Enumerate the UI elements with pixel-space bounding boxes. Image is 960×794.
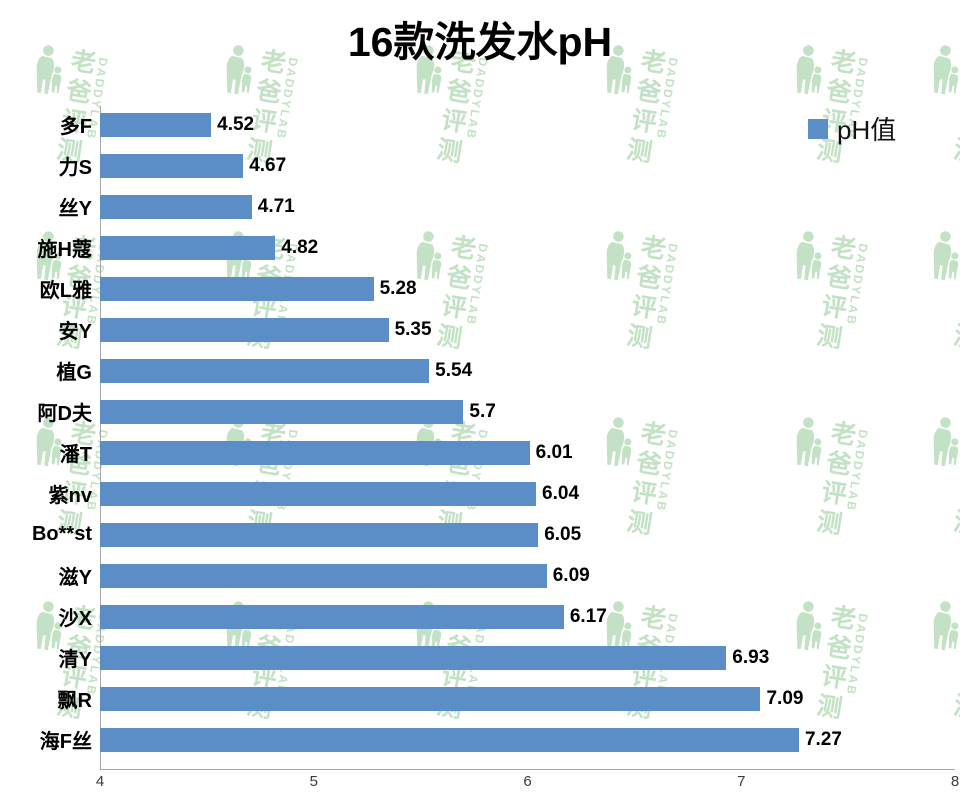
- bar-row: 丝Y 4.71: [0, 186, 955, 227]
- value-label: 4.71: [257, 195, 295, 217]
- bar-row: 阿D夫 5.7: [0, 391, 955, 432]
- category-label: 潘T: [59, 444, 92, 466]
- value-label: 5.7: [469, 400, 496, 422]
- bar-row: 施H蔻 4.82: [0, 227, 955, 268]
- category-label: 力S: [58, 157, 92, 179]
- bar-row: 清Y 6.93: [0, 637, 955, 678]
- legend-label: pH值: [837, 115, 897, 145]
- bar: [100, 317, 389, 342]
- x-tick-label: 7: [737, 773, 746, 790]
- value-label: 4.67: [249, 154, 287, 176]
- category-label: 安Y: [58, 321, 92, 343]
- x-tick-label: 5: [309, 773, 318, 790]
- bar-track: 5.28: [100, 268, 955, 309]
- value-label: 5.35: [394, 318, 432, 340]
- category-label: 植G: [56, 362, 92, 384]
- bar-track: 4.82: [100, 227, 955, 268]
- legend: pH值: [808, 110, 896, 147]
- bar: [100, 440, 530, 465]
- bar-row: 多F 4.52: [0, 104, 955, 145]
- bar: [100, 686, 761, 711]
- category-label: 飘R: [57, 690, 92, 712]
- bar: [100, 112, 212, 137]
- bar-track: 6.01: [100, 432, 955, 473]
- bar-track: 6.09: [100, 555, 955, 596]
- value-label: 6.05: [544, 523, 582, 545]
- value-label: 6.17: [569, 605, 607, 627]
- bar: [100, 481, 537, 506]
- category-label: 海F丝: [39, 731, 92, 753]
- bar-track: 4.67: [100, 145, 955, 186]
- x-axis-line: [100, 769, 955, 770]
- bar-row: 海F丝 7.27: [0, 719, 955, 760]
- bar: [100, 645, 727, 670]
- category-label: 紫nv: [48, 485, 92, 507]
- bar-track: 5.54: [100, 350, 955, 391]
- bar: [100, 604, 564, 629]
- y-axis-line: [100, 106, 101, 769]
- value-label: 6.09: [552, 564, 590, 586]
- bar: [100, 194, 252, 219]
- category-label: 清Y: [58, 649, 92, 671]
- x-axis-ticks: 4 5 6 7 8: [96, 773, 959, 793]
- bar-row: 潘T 6.01: [0, 432, 955, 473]
- bar: [100, 522, 539, 547]
- x-tick-label: 8: [950, 773, 960, 790]
- category-label: 欧L雅: [39, 280, 92, 302]
- bar-track: 5.35: [100, 309, 955, 350]
- bar-track: 5.7: [100, 391, 955, 432]
- bar-row: 飘R 7.09: [0, 678, 955, 719]
- bar-row: 沙X 6.17: [0, 596, 955, 637]
- bar-row: 滋Y 6.09: [0, 555, 955, 596]
- category-label: 多F: [59, 116, 92, 138]
- bar-row: 安Y 5.35: [0, 309, 955, 350]
- value-label: 6.93: [732, 646, 770, 668]
- bar-row: Bo**st 6.05: [0, 514, 955, 555]
- bar-row: 植G 5.54: [0, 350, 955, 391]
- bar: [100, 153, 244, 178]
- bar: [100, 563, 547, 588]
- bar-rows: 多F 4.52 力S 4.67 丝Y 4.71 施H蔻 4.82 欧L雅 5.28 安Y 5.35 植G…: [0, 104, 955, 760]
- x-tick-label: 6: [523, 773, 532, 790]
- bar-track: 7.27: [100, 719, 955, 760]
- x-tick-label: 4: [95, 773, 105, 790]
- bar: [100, 727, 799, 752]
- bar-track: 6.05: [100, 514, 955, 555]
- value-label: 6.04: [542, 482, 580, 504]
- bar-row: 紫nv 6.04: [0, 473, 955, 514]
- bar-track: 6.93: [100, 637, 955, 678]
- value-label: 5.28: [379, 277, 417, 299]
- value-label: 4.82: [281, 236, 319, 258]
- category-label: 施H蔻: [37, 239, 92, 261]
- value-label: 4.52: [217, 113, 255, 135]
- bar: [100, 235, 276, 260]
- bar: [100, 399, 464, 424]
- value-label: 7.27: [804, 728, 842, 750]
- bar: [100, 358, 430, 383]
- category-label: Bo**st: [31, 523, 92, 545]
- bar-row: 力S 4.67: [0, 145, 955, 186]
- bar: [100, 276, 374, 301]
- chart-title: 16款洗发水pH: [347, 19, 613, 65]
- value-label: 7.09: [766, 687, 804, 709]
- bar-row: 欧L雅 5.28: [0, 268, 955, 309]
- category-label: 阿D夫: [37, 403, 92, 425]
- category-label: 滋Y: [58, 567, 92, 589]
- legend-swatch-icon: [808, 118, 828, 139]
- bar-track: 6.17: [100, 596, 955, 637]
- bar-track: 6.04: [100, 473, 955, 514]
- category-label: 沙X: [58, 608, 92, 630]
- bar-track: 7.09: [100, 678, 955, 719]
- category-label: 丝Y: [58, 198, 92, 220]
- value-label: 5.54: [435, 359, 473, 381]
- bar-track: 4.71: [100, 186, 955, 227]
- value-label: 6.01: [535, 441, 573, 463]
- bar-track: 4.52: [100, 104, 955, 145]
